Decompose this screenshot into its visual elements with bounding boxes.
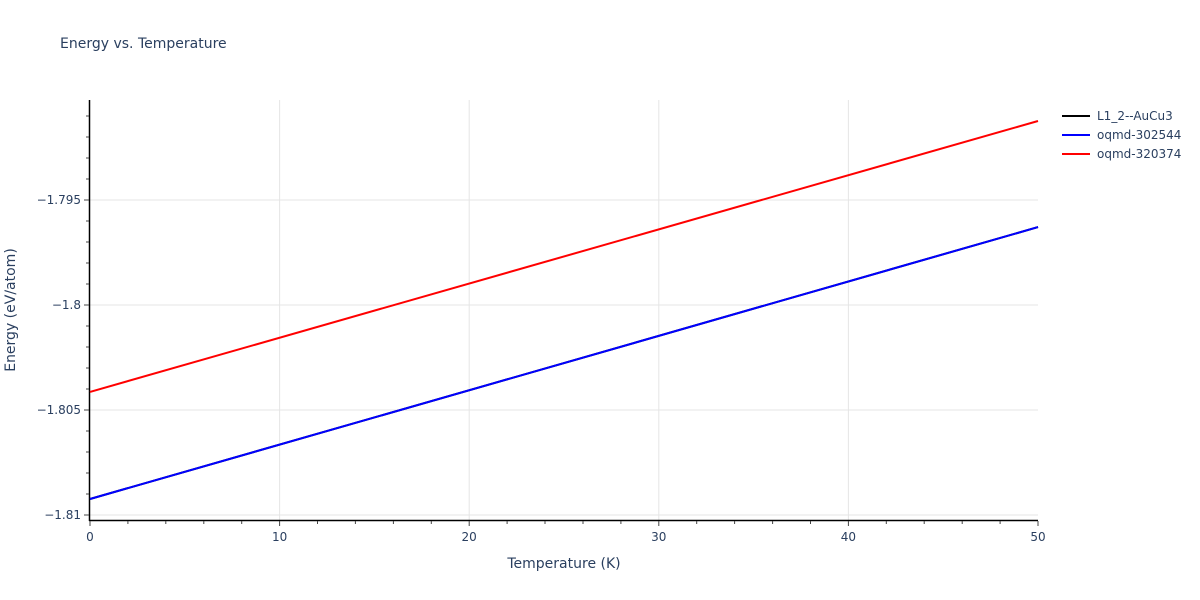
legend-label: oqmd-320374 [1097,146,1182,161]
x-axis-ticks [89,521,1039,526]
y-tick-label: −1.795 [37,193,81,207]
series-line-oqmd-302544 [89,226,1039,500]
grid [90,100,1038,520]
x-axis-title: Temperature (K) [506,556,620,572]
y-axis-ticks [84,115,89,516]
line-swatch-icon [1062,152,1090,155]
y-tick-label: −1.81 [44,508,81,522]
series-line-oqmd-320374 [89,120,1039,393]
legend: L1_2--AuCu3 oqmd-302544 oqmd-320374 [1062,106,1181,163]
legend-item-oqmd-302544[interactable]: oqmd-302544 [1062,125,1181,144]
series-lines [89,120,1039,500]
x-tick-label: 0 [86,530,94,544]
legend-item-l1-2-aucu3[interactable]: L1_2--AuCu3 [1062,106,1181,125]
y-tick-label: −1.8 [52,298,81,312]
x-tick-label: 50 [1030,530,1045,544]
legend-label: L1_2--AuCu3 [1097,108,1173,123]
legend-item-oqmd-320374[interactable]: oqmd-320374 [1062,144,1181,163]
x-tick-label: 10 [272,530,287,544]
legend-label: oqmd-302544 [1097,127,1182,142]
x-tick-label: 30 [651,530,666,544]
line-swatch-icon [1062,114,1090,117]
x-tick-label: 40 [841,530,856,544]
y-tick-label: −1.805 [37,403,81,417]
y-axis-title: Energy (eV/atom) [3,248,19,372]
chart-title: Energy vs. Temperature [60,36,227,52]
line-swatch-icon [1062,133,1090,136]
x-tick-label: 20 [462,530,477,544]
